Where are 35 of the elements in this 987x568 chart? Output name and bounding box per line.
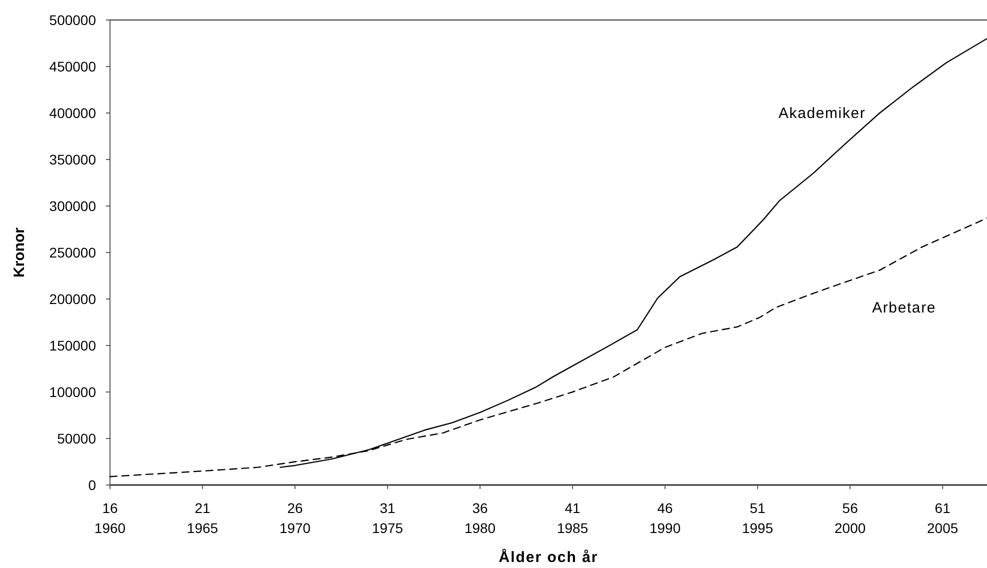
y-tick-label: 300000 <box>49 198 96 214</box>
y-tick-label: 500000 <box>49 12 96 28</box>
x-tick-label: 21 <box>194 500 211 516</box>
series-label: Arbetare <box>872 299 936 316</box>
y-tick-label: 350000 <box>49 151 96 168</box>
x-tick-label: 16 <box>102 500 118 516</box>
x2-tick-label: 2005 <box>927 520 958 536</box>
x2-tick-label: 1965 <box>186 520 218 536</box>
y-tick-label: 50000 <box>57 430 96 446</box>
x2-tick-label: 2000 <box>834 520 866 536</box>
x2-tick-label: 1980 <box>464 520 496 536</box>
y-tick-label: 100000 <box>49 384 96 400</box>
x-axis-title: Ålder och år <box>498 548 598 566</box>
y-axis-title: Kronor <box>11 227 28 278</box>
y-tick-label: 0 <box>88 476 96 493</box>
x2-tick-label: 1960 <box>94 520 126 536</box>
series-label: Akademiker <box>778 105 866 122</box>
x2-tick-label: 1995 <box>742 520 774 536</box>
y-tick-label: 400000 <box>49 104 96 121</box>
x-tick-label: 41 <box>564 500 581 516</box>
x2-tick-label: 1970 <box>279 520 311 536</box>
y-tick-label: 150000 <box>49 337 96 354</box>
x2-tick-label: 1990 <box>649 520 681 536</box>
x-tick-label: 61 <box>934 500 951 516</box>
x2-tick-label: 1985 <box>556 520 588 536</box>
x-tick-label: 36 <box>472 500 488 516</box>
y-tick-label: 200000 <box>49 290 96 307</box>
y-tick-label: 250000 <box>49 244 96 260</box>
x-tick-label: 31 <box>380 500 396 516</box>
x-tick-label: 26 <box>287 500 304 516</box>
x-tick-label: 56 <box>842 500 858 516</box>
x-tick-label: 46 <box>657 500 674 516</box>
x-tick-label: 51 <box>750 500 766 516</box>
x2-tick-label: 1975 <box>372 520 404 536</box>
y-tick-label: 450000 <box>49 58 96 74</box>
